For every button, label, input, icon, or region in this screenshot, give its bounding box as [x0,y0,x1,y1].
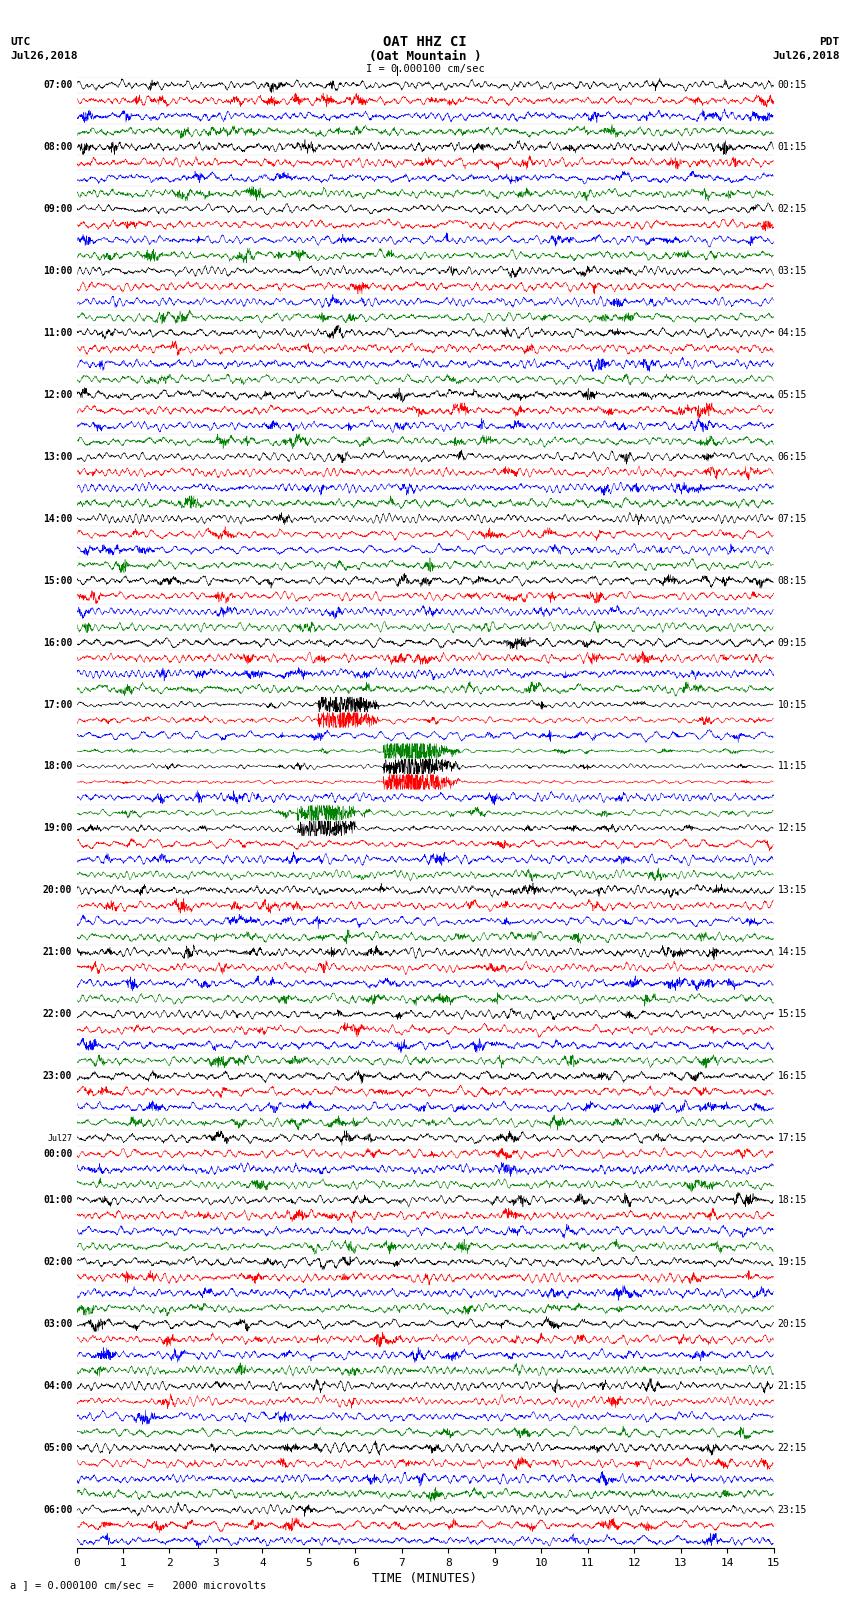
Text: 23:15: 23:15 [778,1505,807,1515]
Text: UTC: UTC [10,37,31,47]
Text: 10:15: 10:15 [778,700,807,710]
Text: 23:00: 23:00 [42,1071,72,1081]
Text: 15:00: 15:00 [42,576,72,586]
Text: 03:15: 03:15 [778,266,807,276]
Text: 05:00: 05:00 [42,1444,72,1453]
Text: OAT HHZ CI: OAT HHZ CI [383,35,467,48]
Text: 08:15: 08:15 [778,576,807,586]
Text: 13:00: 13:00 [42,452,72,461]
Text: Jul27: Jul27 [48,1134,72,1142]
Text: 16:00: 16:00 [42,637,72,647]
Text: I = 0.000100 cm/sec: I = 0.000100 cm/sec [366,65,484,74]
Text: 14:15: 14:15 [778,947,807,957]
Text: 17:15: 17:15 [778,1134,807,1144]
Text: 09:00: 09:00 [42,205,72,215]
Text: 08:00: 08:00 [42,142,72,152]
Text: 03:00: 03:00 [42,1319,72,1329]
Text: 21:15: 21:15 [778,1381,807,1390]
Text: Jul26,2018: Jul26,2018 [10,52,77,61]
X-axis label: TIME (MINUTES): TIME (MINUTES) [372,1573,478,1586]
Text: 19:00: 19:00 [42,824,72,834]
Text: 11:00: 11:00 [42,327,72,337]
Text: PDT: PDT [819,37,840,47]
Text: (Oat Mountain ): (Oat Mountain ) [369,50,481,63]
Text: 00:00: 00:00 [42,1148,72,1158]
Text: Jul26,2018: Jul26,2018 [773,52,840,61]
Text: 00:15: 00:15 [778,81,807,90]
Text: 18:00: 18:00 [42,761,72,771]
Text: 04:15: 04:15 [778,327,807,337]
Text: 20:15: 20:15 [778,1319,807,1329]
Text: 11:15: 11:15 [778,761,807,771]
Text: 07:00: 07:00 [42,81,72,90]
Text: 14:00: 14:00 [42,515,72,524]
Text: 10:00: 10:00 [42,266,72,276]
Text: 09:15: 09:15 [778,637,807,647]
Text: a ] = 0.000100 cm/sec =   2000 microvolts: a ] = 0.000100 cm/sec = 2000 microvolts [10,1581,266,1590]
Text: 18:15: 18:15 [778,1195,807,1205]
Text: 06:00: 06:00 [42,1505,72,1515]
Text: 15:15: 15:15 [778,1010,807,1019]
Text: 06:15: 06:15 [778,452,807,461]
Text: 04:00: 04:00 [42,1381,72,1390]
Text: 21:00: 21:00 [42,947,72,957]
Text: 02:00: 02:00 [42,1257,72,1266]
Text: 13:15: 13:15 [778,886,807,895]
Text: 05:15: 05:15 [778,390,807,400]
Text: 17:00: 17:00 [42,700,72,710]
Text: 01:15: 01:15 [778,142,807,152]
Text: 01:00: 01:00 [42,1195,72,1205]
Text: 16:15: 16:15 [778,1071,807,1081]
Text: 12:15: 12:15 [778,824,807,834]
Text: 22:00: 22:00 [42,1010,72,1019]
Text: 02:15: 02:15 [778,205,807,215]
Text: 22:15: 22:15 [778,1444,807,1453]
Text: 20:00: 20:00 [42,886,72,895]
Text: 12:00: 12:00 [42,390,72,400]
Text: 07:15: 07:15 [778,515,807,524]
Text: 19:15: 19:15 [778,1257,807,1266]
